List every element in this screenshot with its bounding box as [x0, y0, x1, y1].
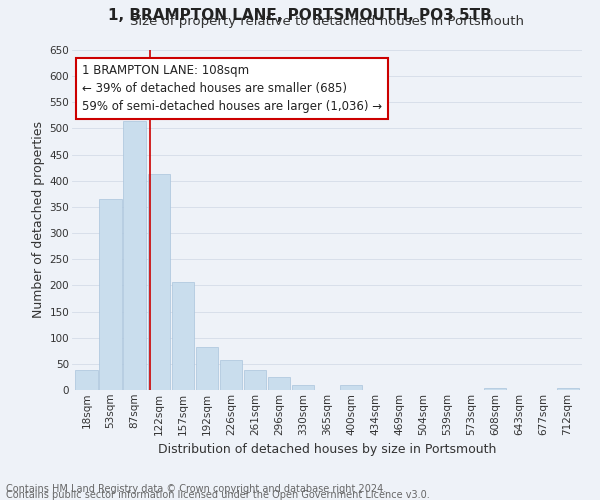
Bar: [268, 378, 290, 390]
Bar: [148, 174, 170, 390]
Y-axis label: Number of detached properties: Number of detached properties: [32, 122, 46, 318]
Title: Size of property relative to detached houses in Portsmouth: Size of property relative to detached ho…: [130, 15, 524, 28]
Bar: [172, 282, 194, 390]
Bar: [340, 385, 362, 390]
Text: Contains HM Land Registry data © Crown copyright and database right 2024.: Contains HM Land Registry data © Crown c…: [6, 484, 386, 494]
Bar: [557, 388, 578, 390]
Bar: [220, 360, 242, 390]
Bar: [196, 346, 218, 390]
Text: 1 BRAMPTON LANE: 108sqm
← 39% of detached houses are smaller (685)
59% of semi-d: 1 BRAMPTON LANE: 108sqm ← 39% of detache…: [82, 64, 382, 112]
Bar: [100, 199, 122, 390]
X-axis label: Distribution of detached houses by size in Portsmouth: Distribution of detached houses by size …: [158, 443, 496, 456]
Bar: [76, 370, 98, 390]
Bar: [484, 388, 506, 390]
Bar: [124, 120, 146, 390]
Text: 1, BRAMPTON LANE, PORTSMOUTH, PO3 5TB: 1, BRAMPTON LANE, PORTSMOUTH, PO3 5TB: [108, 8, 492, 22]
Bar: [292, 385, 314, 390]
Text: Contains public sector information licensed under the Open Government Licence v3: Contains public sector information licen…: [6, 490, 430, 500]
Bar: [244, 370, 266, 390]
